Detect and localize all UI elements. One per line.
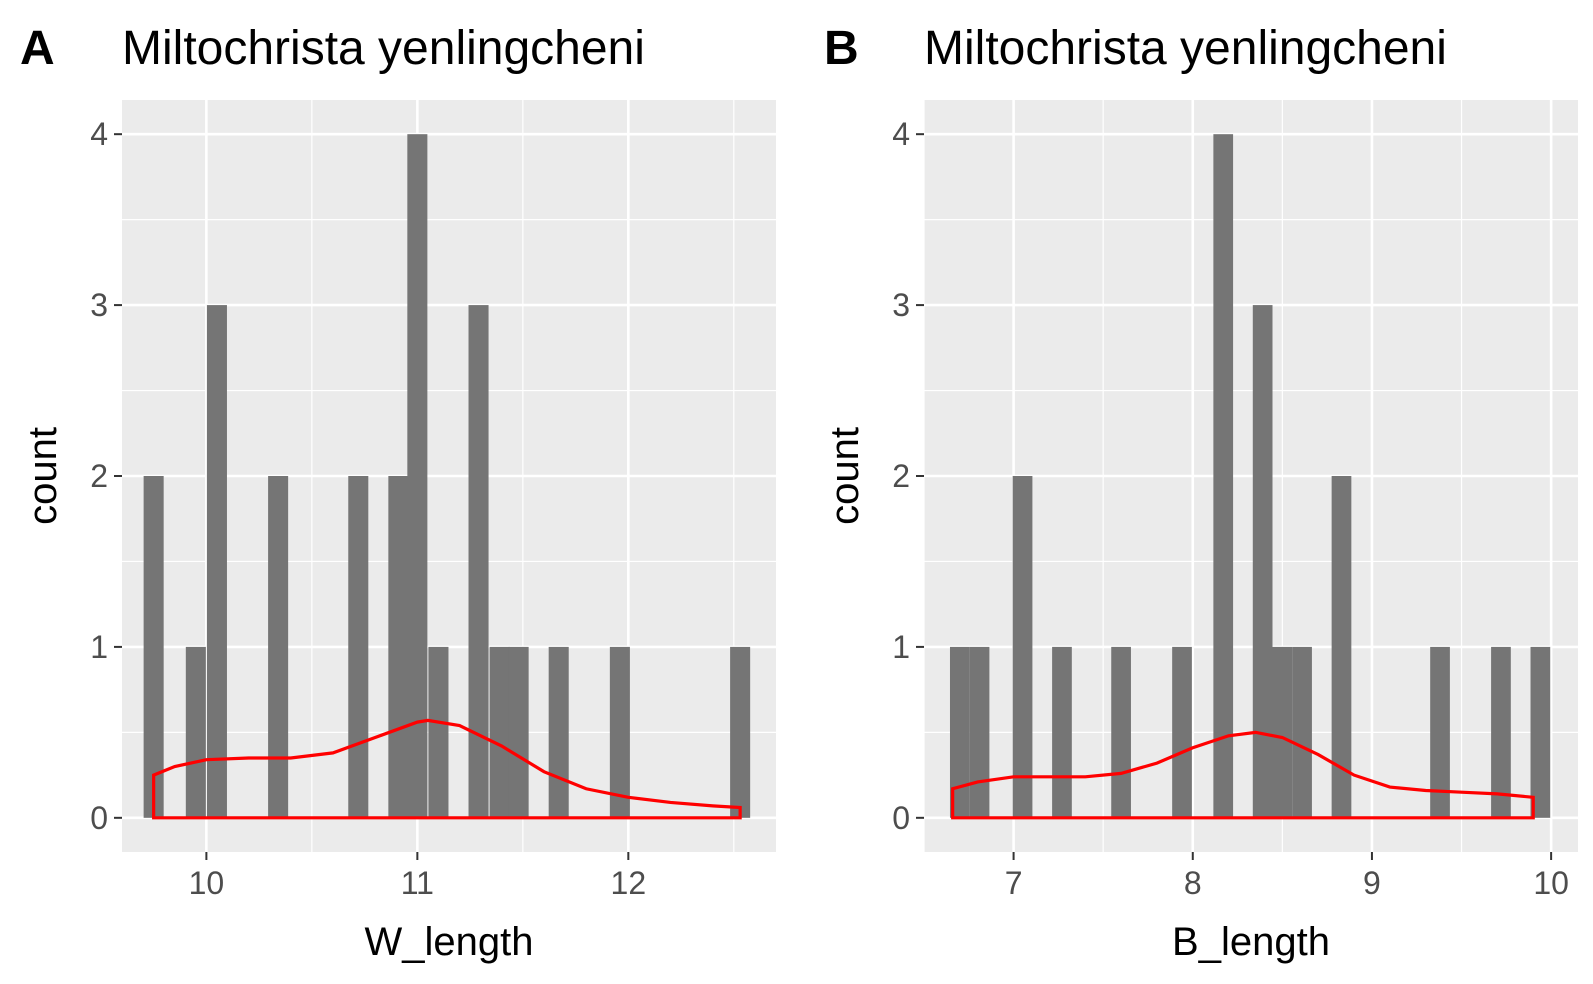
y-tick-label: 4 — [892, 116, 910, 152]
histogram-bar — [1172, 646, 1192, 818]
panel-b-x-ticks: 7 8 9 10 — [1005, 852, 1569, 901]
histogram-bar — [1331, 476, 1352, 818]
y-tick-label: 0 — [892, 800, 910, 836]
histogram-bar — [1430, 646, 1450, 818]
histogram-bar — [508, 646, 529, 818]
y-tick-label: 1 — [90, 629, 108, 665]
histogram-bar — [185, 646, 206, 818]
y-tick-label: 2 — [892, 458, 910, 494]
panel-b-bars — [949, 134, 1551, 818]
panel-a-letter: A — [20, 22, 55, 75]
x-tick-label: 8 — [1184, 865, 1202, 901]
panel-a-density-curve — [152, 718, 742, 820]
histogram-bar — [143, 476, 164, 818]
histogram-bar — [268, 476, 289, 818]
histogram-bar — [1272, 646, 1293, 818]
panel-a-x-axis-title: W_length — [365, 920, 534, 964]
y-tick-label: 2 — [90, 458, 108, 494]
histogram-bar — [1530, 646, 1551, 818]
panel-b-title: Miltochrista yenlingcheni — [924, 22, 1447, 75]
panel-b-letter: B — [824, 22, 859, 75]
x-tick-label: 7 — [1005, 865, 1023, 901]
histogram-bar — [1012, 476, 1033, 818]
panel-b-x-axis-title: B_length — [1172, 920, 1330, 964]
x-tick-label: 10 — [189, 865, 225, 901]
histogram-bar — [609, 646, 630, 818]
histogram-bar — [1252, 305, 1273, 818]
histogram-bar — [548, 646, 569, 818]
histogram-bar — [1292, 646, 1312, 818]
histogram-bar — [206, 305, 227, 818]
histogram-bar — [428, 646, 449, 818]
panel-b-y-ticks: 0 1 2 3 4 — [892, 116, 924, 836]
y-tick-label: 3 — [90, 287, 108, 323]
histogram-bar — [1491, 646, 1511, 818]
histogram-bar — [388, 476, 409, 818]
x-tick-label: 10 — [1533, 865, 1569, 901]
x-tick-label: 9 — [1363, 865, 1381, 901]
y-tick-label: 3 — [892, 287, 910, 323]
y-tick-label: 4 — [90, 116, 108, 152]
histogram-bar — [730, 646, 751, 818]
panel-a-y-ticks: 0 1 2 3 4 — [90, 116, 122, 836]
histogram-bar — [949, 646, 970, 818]
histogram-bar — [348, 476, 369, 818]
panel-b-y-axis-title: count — [823, 427, 867, 525]
panel-a-title: Miltochrista yenlingcheni — [122, 22, 645, 75]
y-tick-label: 1 — [892, 629, 910, 665]
histogram-bar — [969, 646, 990, 818]
panel-a-y-axis-title: count — [21, 427, 65, 525]
histogram-bar — [1111, 646, 1131, 818]
panel-b-density-curve — [951, 730, 1535, 820]
histogram-bar — [489, 646, 510, 818]
histogram-bar — [468, 305, 489, 818]
histogram-bar — [407, 134, 428, 818]
panel-a-bars — [143, 134, 751, 818]
x-tick-label: 11 — [401, 865, 434, 901]
panel-a-x-ticks: 10 11 12 — [189, 852, 647, 901]
histogram-bar — [1213, 134, 1234, 818]
histogram-bar — [1052, 646, 1072, 818]
y-tick-label: 0 — [90, 800, 108, 836]
x-tick-label: 12 — [611, 865, 647, 901]
